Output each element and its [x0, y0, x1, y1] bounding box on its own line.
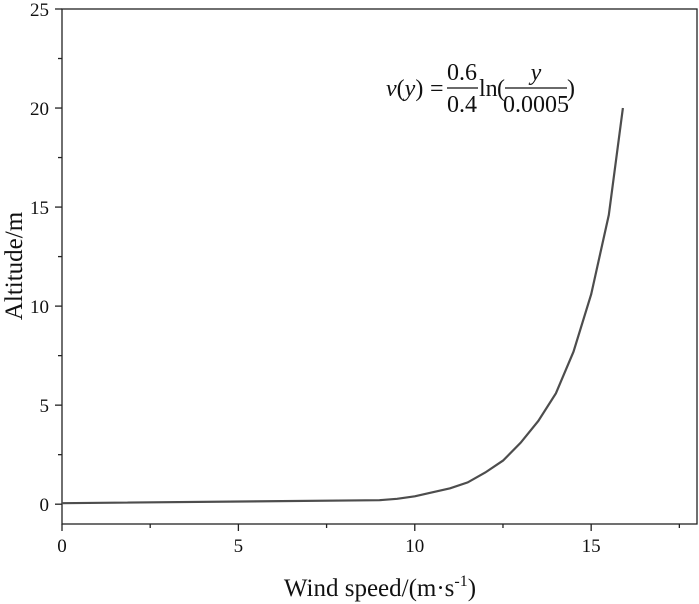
x-tick-label: 15 [582, 536, 601, 557]
y-tick-label: 10 [30, 297, 49, 318]
svg-text:v(y): v(y) [386, 76, 423, 102]
y-tick-label: 20 [30, 99, 49, 120]
svg-text:(: ( [497, 76, 505, 102]
series-line [61, 107, 624, 505]
svg-text:ln: ln [479, 76, 498, 102]
svg-text:0.4: 0.4 [447, 92, 477, 118]
y-tick-label: 5 [40, 396, 50, 417]
svg-text:y: y [529, 60, 542, 86]
svg-text:): ) [567, 76, 575, 102]
x-tick-label: 0 [57, 536, 67, 557]
x-tick-label: 5 [234, 536, 244, 557]
tick-labels: 0 5 10 15 0 5 10 15 20 25 [30, 0, 601, 557]
axis-ticks [55, 8, 681, 531]
svg-text:0.0005: 0.0005 [503, 92, 569, 118]
y-tick-label: 15 [30, 198, 49, 219]
y-tick-label: 25 [30, 0, 49, 21]
svg-text:0.6: 0.6 [447, 60, 477, 86]
plot-area-frame [61, 8, 698, 525]
x-axis-title: Wind speed/(m·s-1) [284, 573, 476, 602]
y-tick-label: 0 [40, 495, 50, 516]
x-axis-title-superscript: -1 [454, 573, 467, 590]
svg-text:=: = [430, 76, 444, 102]
formula-annotation: v(y) = 0.6 0.4 ln ( y 0.0005 ) [386, 60, 575, 118]
y-axis-title: Altitude/m [1, 211, 28, 320]
x-tick-label: 10 [405, 536, 424, 557]
